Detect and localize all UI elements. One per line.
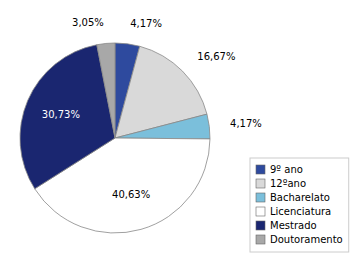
- legend-item: Mestrado: [256, 220, 317, 231]
- legend-label: Doutoramento: [270, 234, 343, 245]
- legend-item: Doutoramento: [256, 234, 343, 245]
- data-label: 4,17%: [130, 18, 162, 29]
- legend-label: Mestrado: [270, 220, 317, 231]
- legend-label: 9º ano: [270, 164, 303, 175]
- chart: 4,17% 16,67% 4,17% 40,63% 30,73% 3,05% 9º ano 1…: [0, 0, 357, 272]
- data-labels: 4,17% 16,67% 4,17% 40,63% 30,73% 3,05%: [42, 17, 262, 200]
- legend-swatch: [256, 235, 265, 244]
- legend-item: 9º ano: [256, 164, 303, 175]
- legend-frame: [250, 158, 349, 252]
- legend-swatch: [256, 165, 265, 174]
- legend-label: 12ºano: [270, 178, 306, 189]
- legend-item: Licenciatura: [256, 206, 331, 217]
- legend-swatch: [256, 221, 265, 230]
- pie-slice: [97, 43, 115, 138]
- data-label: 40,63%: [112, 189, 150, 200]
- legend-swatch: [256, 179, 265, 188]
- data-label: 16,67%: [197, 51, 235, 62]
- legend-item: Bacharelato: [256, 192, 330, 203]
- legend-item: 12ºano: [256, 178, 306, 189]
- data-label: 30,73%: [42, 109, 80, 120]
- data-label: 4,17%: [230, 118, 262, 129]
- pie-slice: [115, 114, 210, 139]
- pie: [20, 43, 210, 233]
- legend-label: Licenciatura: [270, 206, 331, 217]
- data-label: 3,05%: [72, 17, 104, 28]
- legend-label: Bacharelato: [270, 192, 330, 203]
- legend-swatch: [256, 193, 265, 202]
- legend: 9º ano 12ºano Bacharelato Licenciatura Mestr…: [250, 158, 349, 252]
- legend-swatch: [256, 207, 265, 216]
